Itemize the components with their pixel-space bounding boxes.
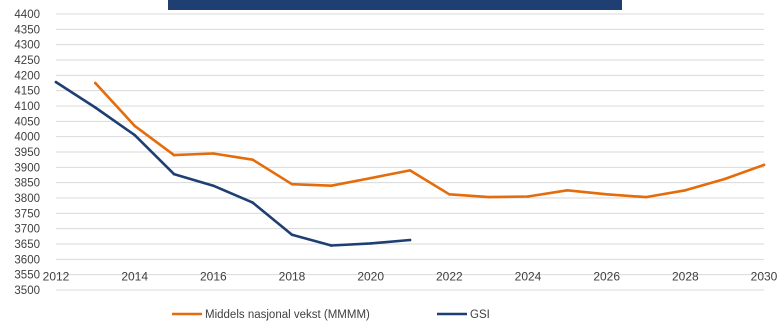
data-point [133,133,136,137]
data-point [566,189,569,192]
legend: Middels nasjonal vekst (MMMM) GSI [172,309,490,321]
data-point [54,80,58,84]
data-point [487,195,490,199]
data-point [526,195,530,198]
x-tick-label: 2030 [751,270,777,284]
data-point [212,152,215,155]
y-tick-label: 3800 [14,193,40,205]
data-point [684,189,687,192]
data-point [448,193,451,196]
y-tick-label: 3650 [14,239,40,251]
y-tick-label: 4300 [14,40,40,52]
data-point [762,163,766,167]
data-point [369,242,372,245]
y-tick-label: 4150 [14,86,40,98]
data-point [408,169,412,172]
x-tick-label: 2018 [279,270,306,284]
x-tick-label: 2020 [357,270,384,284]
data-point [644,195,648,199]
x-tick-label: 2028 [672,270,699,284]
data-point [330,244,333,247]
data-point [212,184,215,188]
y-tick-label: 4350 [14,24,40,36]
gridlines [56,13,764,291]
data-point [290,233,294,237]
data-point [133,124,136,128]
y-tick-label: 4100 [14,101,40,113]
y-tick-label: 3600 [14,254,40,266]
data-point [408,238,412,242]
x-tick-label: 2014 [121,270,148,284]
data-point [330,184,333,188]
legend-label: Middels nasjonal vekst (MMMM) [205,309,370,321]
y-tick-label: 3950 [14,147,40,159]
data-point [172,172,176,176]
series-line-1 [54,80,412,247]
data-point [251,201,254,204]
y-tick-label: 4000 [14,132,40,144]
data-point [172,153,176,157]
series-lines [54,80,766,247]
y-tick-label: 3550 [14,270,40,282]
y-tick-label: 3700 [14,224,40,236]
x-tick-label: 2026 [593,270,620,284]
data-point [94,106,97,109]
y-axis-ticks: 3500 3550 3600 3650 3700 3750 3800 3850 3900 3950… [14,9,40,297]
x-tick-label: 2012 [43,270,70,284]
y-tick-label: 4200 [14,70,40,82]
data-point [605,193,608,196]
y-tick-label: 4050 [14,116,40,128]
y-tick-label: 4400 [14,9,40,21]
y-tick-label: 3500 [14,285,40,297]
data-point [290,182,294,186]
x-tick-label: 2016 [200,270,227,284]
y-tick-label: 3850 [14,178,40,190]
x-tick-label: 2022 [436,270,463,284]
y-tick-label: 3900 [14,162,40,174]
x-axis-ticks: 2012 2014 2016 2018 2020 2022 2024 2026 2028 2030 [43,270,777,284]
data-point [251,158,254,161]
series-line-0 [94,81,766,199]
data-point [369,176,372,180]
legend-label: GSI [470,309,490,321]
y-tick-label: 3750 [14,208,40,220]
data-point [723,177,726,181]
y-tick-label: 4250 [14,55,40,67]
top-banner [168,0,622,10]
x-tick-label: 2024 [515,270,542,284]
data-point [94,81,97,85]
